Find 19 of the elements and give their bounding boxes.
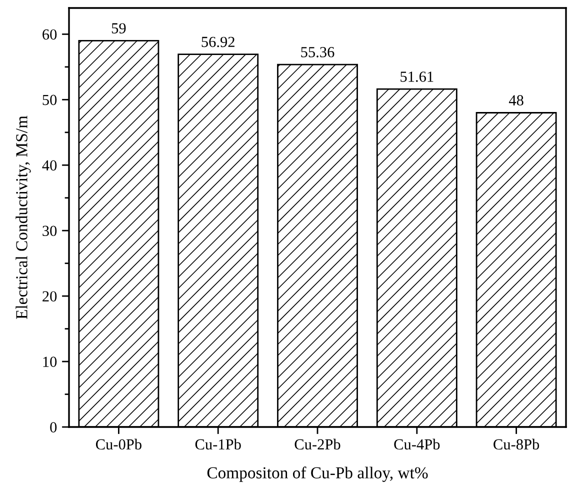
x-tick-label: Cu-1Pb: [195, 438, 241, 450]
x-tick-label: Cu-8Pb: [494, 438, 540, 450]
data-label: 59: [112, 23, 126, 34]
y-axis-title: Electrical Conductivity, MS/m: [16, 116, 31, 320]
x-tick-label: Cu-0Pb: [96, 438, 142, 450]
data-label: 51.61: [400, 72, 434, 82]
data-label: 56.92: [202, 36, 234, 48]
y-tick-label: 20: [42, 291, 57, 302]
x-axis-title: Compositon of Cu-Pb alloy, wt%: [207, 466, 428, 482]
y-tick-label: 10: [43, 356, 57, 367]
data-label: 48: [508, 95, 524, 106]
data-label: 55.36: [301, 47, 334, 58]
y-tick-label: 0: [50, 422, 57, 432]
y-tick-label: 60: [42, 29, 57, 40]
y-tick-label: 50: [42, 94, 57, 106]
x-tick-label: Cu-2Pb: [294, 438, 340, 450]
y-tick-label: 30: [42, 226, 57, 236]
x-tick-label: Cu-4Pb: [394, 438, 440, 450]
y-tick-label: 40: [42, 160, 57, 171]
